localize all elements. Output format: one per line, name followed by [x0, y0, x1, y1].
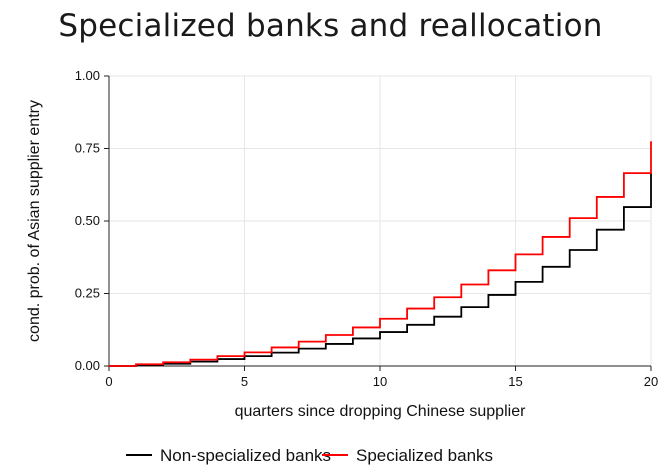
- series-line-non-specialized-banks: [109, 173, 652, 367]
- legend-label: Non-specialized banks: [160, 446, 331, 465]
- series-lines: [109, 141, 652, 367]
- x-tick-label: 5: [241, 374, 248, 389]
- x-tick-label: 20: [644, 374, 658, 389]
- tick-labels: 0.00 0.25 0.50 0.75 1.00 0 5 10 15 20: [75, 68, 659, 389]
- y-axis-label: cond. prob. of Asian supplier entry: [26, 100, 43, 342]
- y-tick-label: 1.00: [75, 68, 100, 83]
- axes: [104, 75, 652, 371]
- x-axis-label: quarters since dropping Chinese supplier: [235, 403, 527, 420]
- series-line-specialized-banks: [109, 141, 652, 367]
- y-tick-label: 0.50: [75, 213, 100, 228]
- legend-label: Specialized banks: [356, 446, 493, 465]
- y-tick-label: 0.25: [75, 286, 100, 301]
- legend: Non-specialized banks Specialized banks: [126, 446, 493, 465]
- chart-title: Specialized banks and reallocation: [58, 8, 603, 44]
- y-tick-label: 0.00: [75, 358, 100, 373]
- y-tick-label: 0.75: [75, 141, 100, 156]
- x-tick-label: 10: [373, 374, 387, 389]
- x-tick-label: 15: [508, 374, 522, 389]
- x-tick-label: 0: [105, 374, 112, 389]
